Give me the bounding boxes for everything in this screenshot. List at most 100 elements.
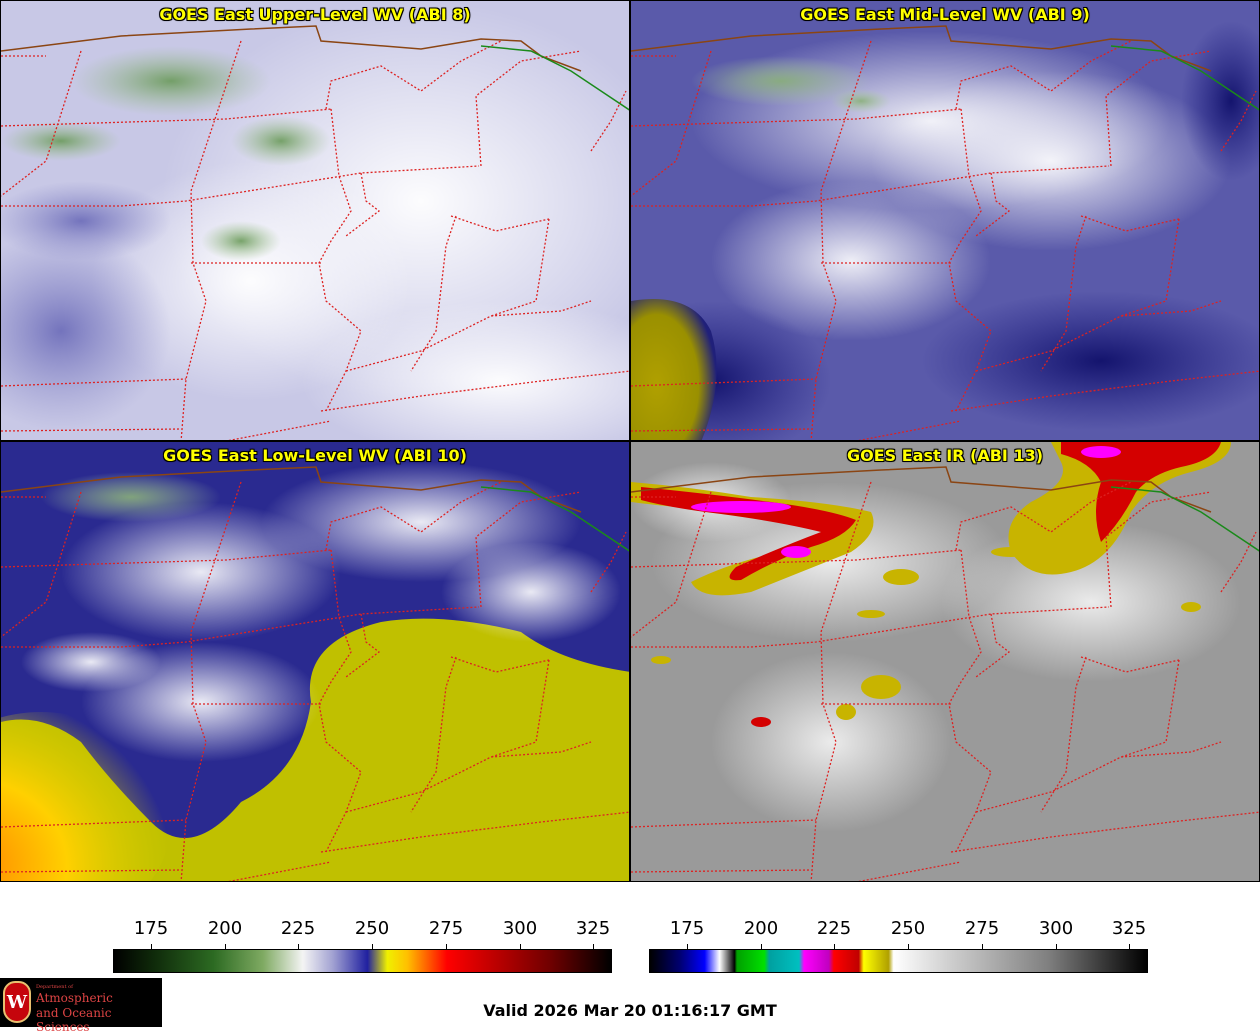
state-border-line <box>631 165 1110 207</box>
state-border-line <box>631 606 1110 648</box>
state-border-line <box>1 606 480 648</box>
national-border-line <box>1 466 582 513</box>
wv-colorbar <box>113 949 612 973</box>
colorbar-tick <box>687 944 688 949</box>
state-border-line <box>345 613 381 678</box>
state-border-line <box>631 549 962 568</box>
low-level-wv-panel: GOES East Low-Level WV (ABI 10) <box>0 441 630 882</box>
national-border-line <box>631 25 1212 72</box>
coastline <box>1110 486 1259 552</box>
state-border-line <box>975 300 1222 372</box>
colorbar-tick-label: 250 <box>354 918 390 939</box>
ir-title: GOES East IR (ABI 13) <box>846 446 1044 465</box>
state-border-line <box>228 861 332 881</box>
state-border-line <box>1 378 187 387</box>
colorbar-tick-label: 325 <box>575 918 611 939</box>
logo-line1: Atmospheric <box>36 991 113 1005</box>
mid-level-wv-panel: GOES East Mid-Level WV (ABI 9) <box>630 0 1260 441</box>
colorbar-tick <box>908 944 909 949</box>
coastline <box>1110 45 1259 111</box>
state-border-line <box>345 741 592 813</box>
state-border-line <box>1 819 187 828</box>
colorbar-tick <box>1129 944 1130 949</box>
colorbar-tick <box>1056 944 1057 949</box>
colorbar-tick <box>372 944 373 949</box>
state-border-line <box>1040 656 1087 813</box>
state-border-line <box>950 370 1259 412</box>
state-border-line <box>318 549 362 853</box>
state-border-line <box>320 370 629 412</box>
state-border-line <box>475 50 582 167</box>
colorbar-tick-label: 200 <box>743 918 779 939</box>
state-border-line <box>858 420 962 440</box>
state-border-line <box>1105 491 1212 608</box>
coastline <box>480 486 629 552</box>
state-border-line <box>1 165 480 207</box>
state-border-line <box>948 108 992 412</box>
logo-dept-text: Department of <box>36 984 73 990</box>
state-border-line <box>975 613 1011 678</box>
logo-line2: and Oceanic Sciences <box>36 1006 112 1034</box>
state-border-line <box>1220 90 1257 152</box>
national-border-line <box>1 25 582 72</box>
colorbar-tick <box>446 944 447 949</box>
state-border-line <box>320 811 629 853</box>
state-border-line <box>631 819 817 828</box>
low-level-wv-title: GOES East Low-Level WV (ABI 10) <box>163 446 467 465</box>
aos-logo: W Department of Atmospheric and Oceanic … <box>0 978 162 1034</box>
state-border-line <box>1220 531 1257 593</box>
coastline <box>480 45 629 111</box>
colorbar-tick-label: 250 <box>890 918 926 939</box>
colorbar-tick-label: 275 <box>964 918 1000 939</box>
state-border-line <box>955 481 1132 551</box>
state-border-line <box>975 172 1011 237</box>
low-level-wv-image <box>1 442 629 881</box>
state-border-line <box>1 549 332 568</box>
state-border-line <box>475 491 582 608</box>
state-border-line <box>345 172 381 237</box>
state-border-line <box>1 50 82 197</box>
state-border-line <box>975 741 1222 813</box>
state-border-line <box>228 420 332 440</box>
state-border-line <box>318 108 362 412</box>
colorbar-tick-label: 225 <box>280 918 316 939</box>
colorbar-tick <box>593 944 594 949</box>
state-border-line <box>590 531 627 593</box>
state-border-line <box>410 215 457 372</box>
state-border-line <box>1 108 332 127</box>
upper-level-wv-title: GOES East Upper-Level WV (ABI 8) <box>159 5 471 24</box>
colorbar-tick <box>520 944 521 949</box>
ir-colorbar <box>649 949 1148 973</box>
colorbar-tick-label: 325 <box>1111 918 1147 939</box>
state-border-line <box>631 378 817 387</box>
state-border-line <box>631 108 962 127</box>
colorbar-tick-label: 175 <box>133 918 169 939</box>
colorbar-tick-label: 175 <box>669 918 705 939</box>
state-border-line <box>948 549 992 853</box>
state-border-line <box>858 861 962 881</box>
state-border-line <box>950 811 1259 853</box>
state-border-line <box>955 40 1132 110</box>
ir-panel: GOES East IR (ABI 13) <box>630 441 1260 882</box>
state-border-line <box>410 656 457 813</box>
colorbar-tick-label: 300 <box>502 918 538 939</box>
state-border-line <box>631 491 712 638</box>
upper-level-wv-panel: GOES East Upper-Level WV (ABI 8) <box>0 0 630 441</box>
state-border-line <box>345 300 592 372</box>
state-border-line <box>325 40 502 110</box>
colorbar-tick <box>225 944 226 949</box>
colorbar-tick-label: 200 <box>207 918 243 939</box>
uw-seal-icon: W <box>3 981 31 1023</box>
state-border-line <box>631 50 712 197</box>
colorbar-tick <box>298 944 299 949</box>
colorbar-tick-label: 275 <box>428 918 464 939</box>
colorbar-tick-label: 225 <box>816 918 852 939</box>
state-border-line <box>325 481 502 551</box>
colorbar-tick <box>982 944 983 949</box>
valid-time: Valid 2026 Mar 20 01:16:17 GMT <box>483 1001 777 1020</box>
state-border-line <box>590 90 627 152</box>
colorbar-tick-label: 300 <box>1038 918 1074 939</box>
mid-level-wv-image <box>631 1 1259 440</box>
colorbar-tick <box>834 944 835 949</box>
state-border-line <box>1040 215 1087 372</box>
